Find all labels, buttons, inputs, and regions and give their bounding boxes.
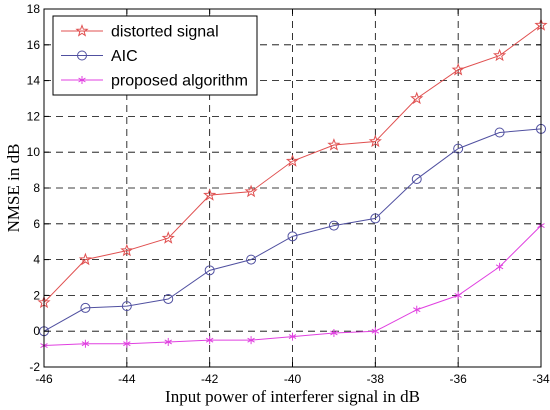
data-point	[451, 62, 465, 76]
data-point	[327, 138, 341, 151]
data-point	[244, 184, 258, 198]
data-point	[370, 213, 381, 224]
data-point	[454, 291, 462, 300]
y-tick-label: -2	[29, 360, 40, 374]
legend-label: proposed algorithm	[111, 73, 248, 90]
data-point	[164, 337, 172, 346]
data-point	[288, 332, 297, 341]
x-tick-label: -42	[201, 372, 219, 386]
axis-ticks: -46 -44 -42 -40 -38 -36 -34 -2 0 2 4 6 8 10 12 14 16 18	[27, 2, 550, 386]
data-point	[80, 302, 91, 313]
asterisk-stroke	[123, 341, 131, 347]
series-line	[43, 128, 542, 332]
asterisk-stroke	[371, 328, 380, 334]
data-point	[78, 252, 93, 266]
y-tick-label: 16	[27, 38, 41, 52]
data-point	[161, 231, 175, 244]
data-point	[204, 265, 215, 276]
asterisk-stroke	[413, 307, 421, 313]
x-tick-label: -34	[532, 372, 550, 386]
legend-marker	[77, 50, 87, 61]
data-point	[203, 188, 217, 201]
x-tick-label: -36	[449, 372, 467, 386]
data-point	[453, 143, 464, 154]
y-tick-label: 10	[27, 145, 41, 159]
y-tick-label: 0	[33, 324, 40, 338]
data-point	[81, 339, 90, 348]
x-axis-label: Input power of interferer signal in dB	[165, 387, 420, 406]
data-point	[330, 328, 338, 337]
data-point	[121, 301, 132, 312]
y-axis-label: NMSE in dB	[4, 144, 23, 233]
data-point	[492, 48, 507, 62]
x-tick-label: -46	[35, 372, 53, 386]
asterisk-stroke	[81, 341, 90, 347]
y-tick-label: 2	[33, 288, 40, 302]
series-line	[43, 24, 542, 303]
asterisk-stroke	[495, 264, 504, 270]
x-tick-label: -40	[284, 372, 302, 386]
data-point	[205, 336, 214, 345]
data-point	[123, 339, 131, 348]
x-tick-label: -44	[118, 372, 136, 386]
asterisk-stroke	[288, 334, 297, 340]
data-point	[413, 305, 421, 314]
legend-label: AIC	[111, 48, 138, 65]
y-tick-label: 14	[27, 74, 41, 88]
y-tick-label: 8	[33, 181, 40, 195]
data-point	[287, 231, 298, 242]
data-point	[411, 174, 422, 185]
series-2	[39, 123, 546, 337]
asterisk-stroke	[454, 292, 462, 298]
legend-entry: proposed algorithm	[61, 73, 248, 90]
data-point	[368, 134, 382, 148]
data-point	[120, 243, 134, 257]
y-tick-label: 12	[27, 109, 41, 123]
legend-marker	[75, 24, 89, 37]
data-point	[410, 91, 424, 105]
legend: distorted signal AIC proposed algorithm	[52, 15, 258, 96]
y-tick-label: 4	[33, 253, 40, 267]
series-1	[37, 18, 548, 309]
asterisk-stroke	[164, 339, 172, 345]
legend-label: distorted signal	[111, 24, 219, 41]
data-point	[495, 262, 504, 271]
y-tick-label: 18	[27, 2, 41, 16]
legend-entry: distorted signal	[61, 24, 219, 41]
asterisk-stroke	[330, 330, 338, 336]
data-point	[494, 127, 505, 138]
data-point	[247, 336, 255, 345]
y-tick-label: 6	[33, 217, 40, 231]
legend-marker	[78, 76, 86, 84]
data-point	[371, 327, 380, 336]
x-tick-label: -38	[367, 372, 385, 386]
data-point	[246, 254, 257, 265]
asterisk-stroke	[78, 77, 86, 83]
data-point	[328, 220, 339, 231]
asterisk-stroke	[247, 337, 255, 343]
data-point	[163, 293, 174, 304]
data-point	[285, 154, 300, 167]
asterisk-stroke	[205, 337, 214, 343]
legend-entry: AIC	[61, 48, 138, 65]
